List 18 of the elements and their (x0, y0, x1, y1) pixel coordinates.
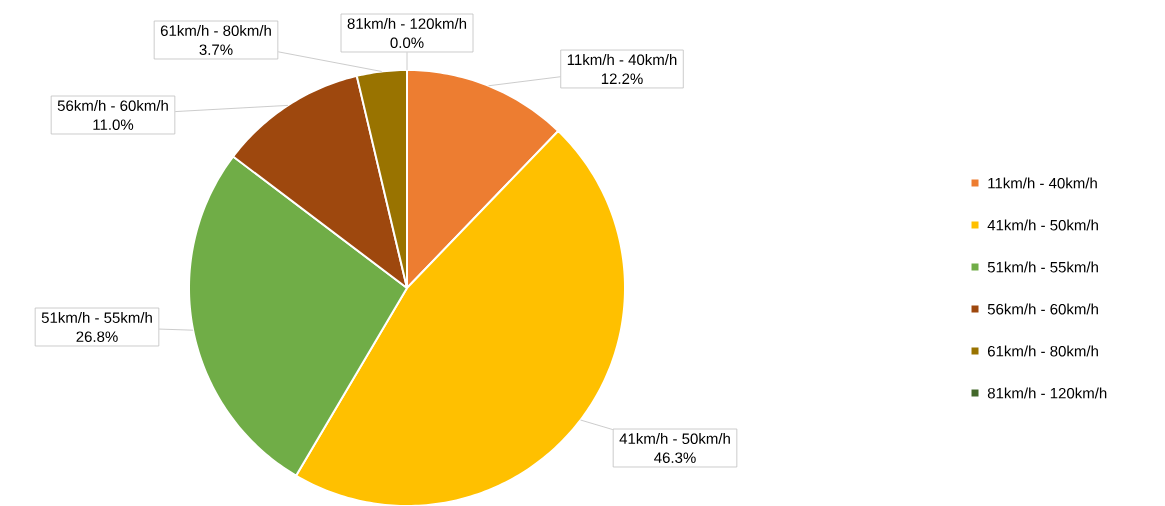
category-label: 81km/h - 120km/h (347, 17, 467, 29)
data-label: 26.8% (76, 331, 118, 342)
legend-label: 56km/h - 60km/h (987, 303, 1098, 315)
slice-label: 61km/h - 80km/h (160, 24, 271, 36)
data-label: 11.0% (93, 119, 134, 130)
data-label: 46.3% (654, 452, 696, 463)
legend-label: 51km/h - 55km/h (987, 261, 1098, 273)
data-label: 12.2% (601, 73, 643, 84)
data-label: 3.7% (199, 44, 233, 55)
legend-label: 41km/h - 50km/h (987, 219, 1098, 231)
legend-label: 81km/h - 120km/h (987, 387, 1107, 399)
slice-label: 51km/h - 55km/h (41, 311, 152, 323)
text: 0.0% (390, 37, 424, 48)
legend-label: 11km/h - 40km/h (988, 177, 1097, 189)
slice-label: 41km/h - 50km/h (619, 432, 730, 444)
slice-label: 56km/h - 60km/h (57, 99, 168, 111)
slice-label: 11km/h - 40km/h (567, 54, 677, 66)
legend-label: 61km/h - 80km/h (987, 345, 1098, 357)
